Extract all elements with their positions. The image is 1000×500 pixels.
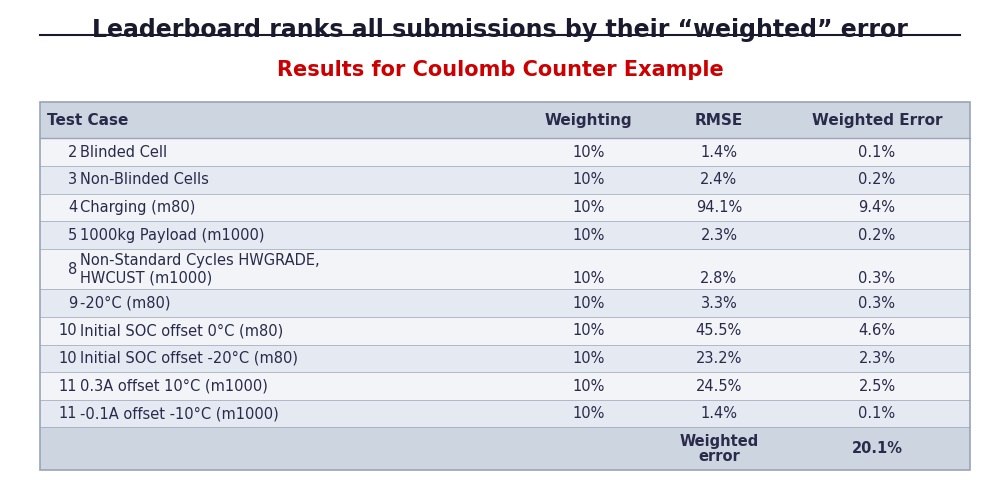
Text: 2.5%: 2.5% bbox=[858, 378, 896, 394]
Text: -0.1A offset -10°C (m1000): -0.1A offset -10°C (m1000) bbox=[80, 406, 279, 421]
Text: Results for Coulomb Counter Example: Results for Coulomb Counter Example bbox=[277, 60, 723, 80]
Text: 11: 11 bbox=[59, 378, 77, 394]
Text: Non-Blinded Cells: Non-Blinded Cells bbox=[80, 172, 209, 188]
Text: 10%: 10% bbox=[573, 324, 605, 338]
Text: 8: 8 bbox=[68, 262, 77, 276]
Text: 11: 11 bbox=[59, 406, 77, 421]
Text: 1.4%: 1.4% bbox=[700, 145, 737, 160]
Text: 9: 9 bbox=[68, 296, 77, 310]
Text: 2: 2 bbox=[68, 145, 77, 160]
Text: 2.3%: 2.3% bbox=[700, 228, 737, 242]
Text: Initial SOC offset -20°C (m80): Initial SOC offset -20°C (m80) bbox=[80, 351, 298, 366]
Text: 10%: 10% bbox=[573, 351, 605, 366]
Text: 24.5%: 24.5% bbox=[696, 378, 742, 394]
Text: 10%: 10% bbox=[573, 228, 605, 242]
Text: Non-Standard Cycles HWGRADE,: Non-Standard Cycles HWGRADE, bbox=[80, 253, 320, 268]
Text: 0.1%: 0.1% bbox=[858, 145, 896, 160]
Text: 4: 4 bbox=[68, 200, 77, 215]
Text: 23.2%: 23.2% bbox=[696, 351, 742, 366]
Text: Blinded Cell: Blinded Cell bbox=[80, 145, 167, 160]
Text: 0.3%: 0.3% bbox=[858, 296, 895, 310]
Text: Weighted Error: Weighted Error bbox=[812, 113, 942, 128]
Text: 2.4%: 2.4% bbox=[700, 172, 737, 188]
Text: 10%: 10% bbox=[573, 172, 605, 188]
Text: 2.3%: 2.3% bbox=[858, 351, 895, 366]
Text: HWCUST (m1000): HWCUST (m1000) bbox=[80, 270, 212, 285]
Text: 4.6%: 4.6% bbox=[858, 324, 895, 338]
Text: -20°C (m80): -20°C (m80) bbox=[80, 296, 170, 310]
Text: 1.4%: 1.4% bbox=[700, 406, 737, 421]
Text: 10%: 10% bbox=[573, 406, 605, 421]
Text: 0.3A offset 10°C (m1000): 0.3A offset 10°C (m1000) bbox=[80, 378, 268, 394]
Text: 45.5%: 45.5% bbox=[696, 324, 742, 338]
Text: error: error bbox=[698, 449, 740, 464]
Text: Weighting: Weighting bbox=[545, 113, 633, 128]
Text: 2.8%: 2.8% bbox=[700, 270, 737, 285]
Text: 0.3%: 0.3% bbox=[858, 270, 895, 285]
Text: 3: 3 bbox=[68, 172, 77, 188]
Text: 10%: 10% bbox=[573, 270, 605, 285]
Text: 9.4%: 9.4% bbox=[858, 200, 895, 215]
Text: 10%: 10% bbox=[573, 378, 605, 394]
Text: 94.1%: 94.1% bbox=[696, 200, 742, 215]
Text: 0.1%: 0.1% bbox=[858, 406, 896, 421]
Text: 0.2%: 0.2% bbox=[858, 228, 896, 242]
Text: 5: 5 bbox=[68, 228, 77, 242]
Text: 10: 10 bbox=[59, 324, 77, 338]
Text: 10%: 10% bbox=[573, 145, 605, 160]
Text: 1000kg Payload (m1000): 1000kg Payload (m1000) bbox=[80, 228, 264, 242]
Text: 10%: 10% bbox=[573, 296, 605, 310]
Text: 20.1%: 20.1% bbox=[851, 441, 902, 456]
Text: Charging (m80): Charging (m80) bbox=[80, 200, 195, 215]
Text: 0.2%: 0.2% bbox=[858, 172, 896, 188]
Text: Weighted: Weighted bbox=[679, 434, 759, 448]
Text: 3.3%: 3.3% bbox=[701, 296, 737, 310]
Text: RMSE: RMSE bbox=[695, 113, 743, 128]
Text: 10: 10 bbox=[59, 351, 77, 366]
Text: Test Case: Test Case bbox=[47, 113, 129, 128]
Text: Leaderboard ranks all submissions by their “weighted” error: Leaderboard ranks all submissions by the… bbox=[92, 18, 908, 42]
Text: 10%: 10% bbox=[573, 200, 605, 215]
Text: Initial SOC offset 0°C (m80): Initial SOC offset 0°C (m80) bbox=[80, 324, 283, 338]
